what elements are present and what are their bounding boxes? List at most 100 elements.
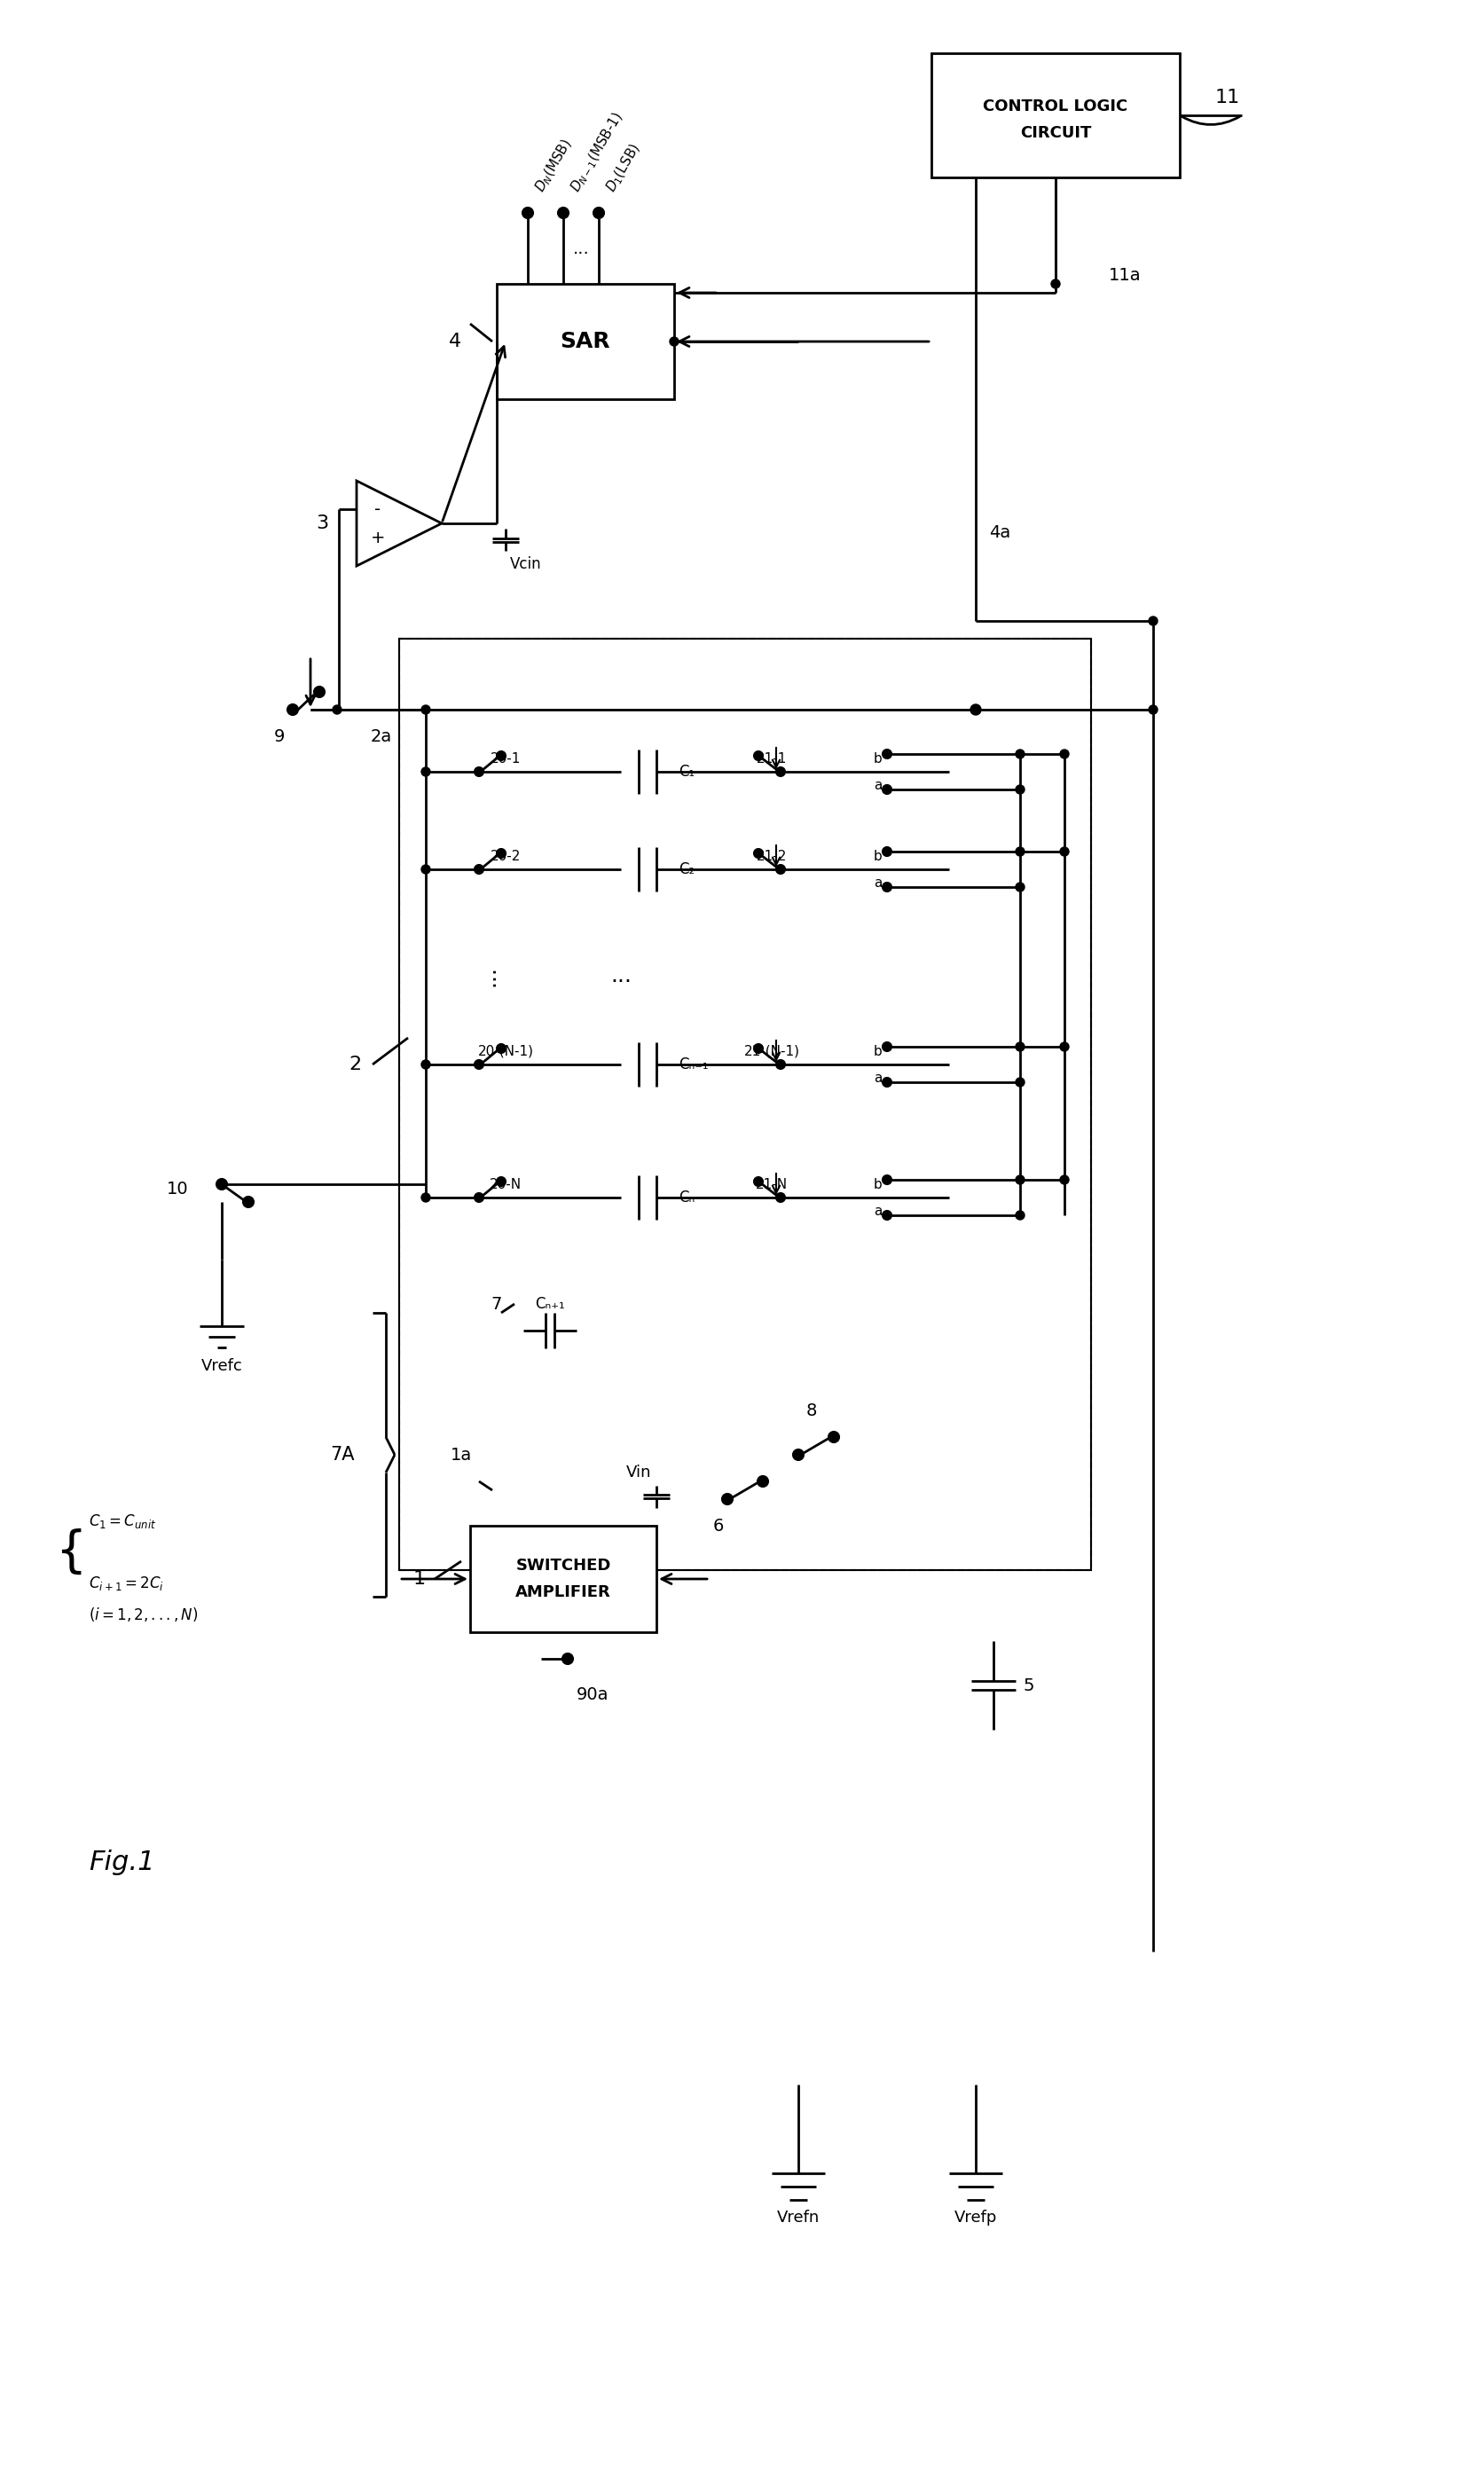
- Circle shape: [332, 705, 341, 715]
- Text: 21-1: 21-1: [757, 752, 787, 764]
- Text: 21-(N-1): 21-(N-1): [743, 1044, 800, 1059]
- Text: $C_1=C_{unit}$: $C_1=C_{unit}$: [89, 1512, 156, 1531]
- Text: Vcin: Vcin: [510, 557, 542, 571]
- Circle shape: [421, 1192, 430, 1202]
- Circle shape: [1149, 705, 1158, 715]
- Circle shape: [776, 1192, 785, 1202]
- Text: b: b: [874, 1178, 883, 1190]
- Circle shape: [421, 705, 430, 715]
- Text: C₂: C₂: [678, 861, 695, 878]
- Bar: [399, 638, 1091, 1571]
- Text: SWITCHED: SWITCHED: [515, 1559, 611, 1573]
- Text: 7A: 7A: [331, 1445, 355, 1465]
- Circle shape: [883, 1079, 892, 1086]
- Text: 11a: 11a: [1109, 267, 1141, 285]
- Text: ...: ...: [573, 240, 589, 257]
- Circle shape: [754, 849, 763, 858]
- Circle shape: [883, 1210, 892, 1220]
- Circle shape: [776, 767, 785, 777]
- Circle shape: [1015, 1079, 1024, 1086]
- Text: CONTROL LOGIC: CONTROL LOGIC: [984, 99, 1128, 114]
- Text: 20-N: 20-N: [490, 1178, 522, 1190]
- Text: 2a: 2a: [371, 727, 392, 745]
- Bar: [497, 285, 674, 398]
- Circle shape: [1015, 1042, 1024, 1051]
- Bar: [399, 638, 1091, 1571]
- Circle shape: [883, 883, 892, 891]
- Circle shape: [497, 1044, 506, 1054]
- Circle shape: [754, 752, 763, 760]
- Circle shape: [217, 1180, 227, 1190]
- Text: C₁: C₁: [678, 764, 695, 779]
- Circle shape: [776, 866, 785, 873]
- Text: 6: 6: [712, 1517, 724, 1534]
- Circle shape: [754, 1044, 763, 1054]
- Text: 20-2: 20-2: [490, 849, 521, 863]
- Text: 90a: 90a: [577, 1685, 608, 1702]
- Text: -: -: [375, 500, 381, 517]
- Circle shape: [757, 1477, 769, 1487]
- Circle shape: [971, 705, 981, 715]
- Text: a: a: [874, 779, 883, 792]
- Circle shape: [1015, 1210, 1024, 1220]
- Text: Vin: Vin: [626, 1465, 651, 1479]
- Text: 11: 11: [1215, 89, 1241, 106]
- Circle shape: [522, 208, 533, 218]
- Text: 20-(N-1): 20-(N-1): [478, 1044, 534, 1059]
- Text: $D_{N-1}$(MSB-1): $D_{N-1}$(MSB-1): [568, 109, 626, 195]
- Text: 21-N: 21-N: [755, 1178, 788, 1190]
- Text: 3: 3: [316, 515, 328, 532]
- Text: {: {: [55, 1529, 86, 1576]
- Bar: [932, 54, 1180, 178]
- Circle shape: [883, 846, 892, 856]
- Text: Vrefc: Vrefc: [200, 1358, 242, 1373]
- Circle shape: [1060, 1042, 1068, 1051]
- Circle shape: [558, 208, 568, 218]
- Circle shape: [723, 1494, 733, 1504]
- Text: 10: 10: [166, 1180, 188, 1197]
- Text: CIRCUIT: CIRCUIT: [1020, 126, 1091, 141]
- Circle shape: [669, 336, 678, 346]
- Text: $D_1$(LSB): $D_1$(LSB): [603, 141, 644, 195]
- Text: 4: 4: [448, 332, 462, 351]
- Circle shape: [475, 1059, 484, 1069]
- Circle shape: [1051, 280, 1060, 289]
- Circle shape: [421, 767, 430, 777]
- Circle shape: [1060, 1175, 1068, 1185]
- Circle shape: [1015, 883, 1024, 891]
- Circle shape: [883, 750, 892, 760]
- Text: 1a: 1a: [451, 1447, 472, 1462]
- Text: 9: 9: [275, 727, 285, 745]
- Circle shape: [1015, 784, 1024, 794]
- Text: a: a: [874, 876, 883, 888]
- Text: 1: 1: [413, 1571, 426, 1588]
- Circle shape: [421, 866, 430, 873]
- Circle shape: [497, 1178, 506, 1185]
- Circle shape: [243, 1197, 254, 1207]
- Circle shape: [1060, 846, 1068, 856]
- Circle shape: [792, 1450, 804, 1460]
- Circle shape: [475, 1192, 484, 1202]
- Circle shape: [754, 1178, 763, 1185]
- Circle shape: [562, 1653, 573, 1665]
- Circle shape: [421, 1059, 430, 1069]
- Circle shape: [883, 1042, 892, 1051]
- Text: Cₙ: Cₙ: [678, 1190, 695, 1205]
- Text: Vrefn: Vrefn: [778, 2209, 819, 2227]
- Text: Cₙ₊₁: Cₙ₊₁: [536, 1296, 565, 1311]
- Circle shape: [288, 705, 298, 715]
- Text: +: +: [371, 529, 386, 547]
- Text: Vrefp: Vrefp: [954, 2209, 997, 2227]
- Text: a: a: [874, 1205, 883, 1217]
- Circle shape: [1149, 616, 1158, 626]
- Circle shape: [497, 849, 506, 858]
- Text: Fig.1: Fig.1: [89, 1851, 154, 1875]
- Circle shape: [497, 752, 506, 760]
- Text: 7: 7: [491, 1296, 502, 1311]
- Text: $D_N$(MSB): $D_N$(MSB): [533, 136, 576, 195]
- Text: b: b: [874, 1044, 883, 1059]
- Circle shape: [776, 1059, 785, 1069]
- Text: 21-2: 21-2: [757, 849, 787, 863]
- Text: ...: ...: [610, 965, 632, 987]
- Circle shape: [1015, 846, 1024, 856]
